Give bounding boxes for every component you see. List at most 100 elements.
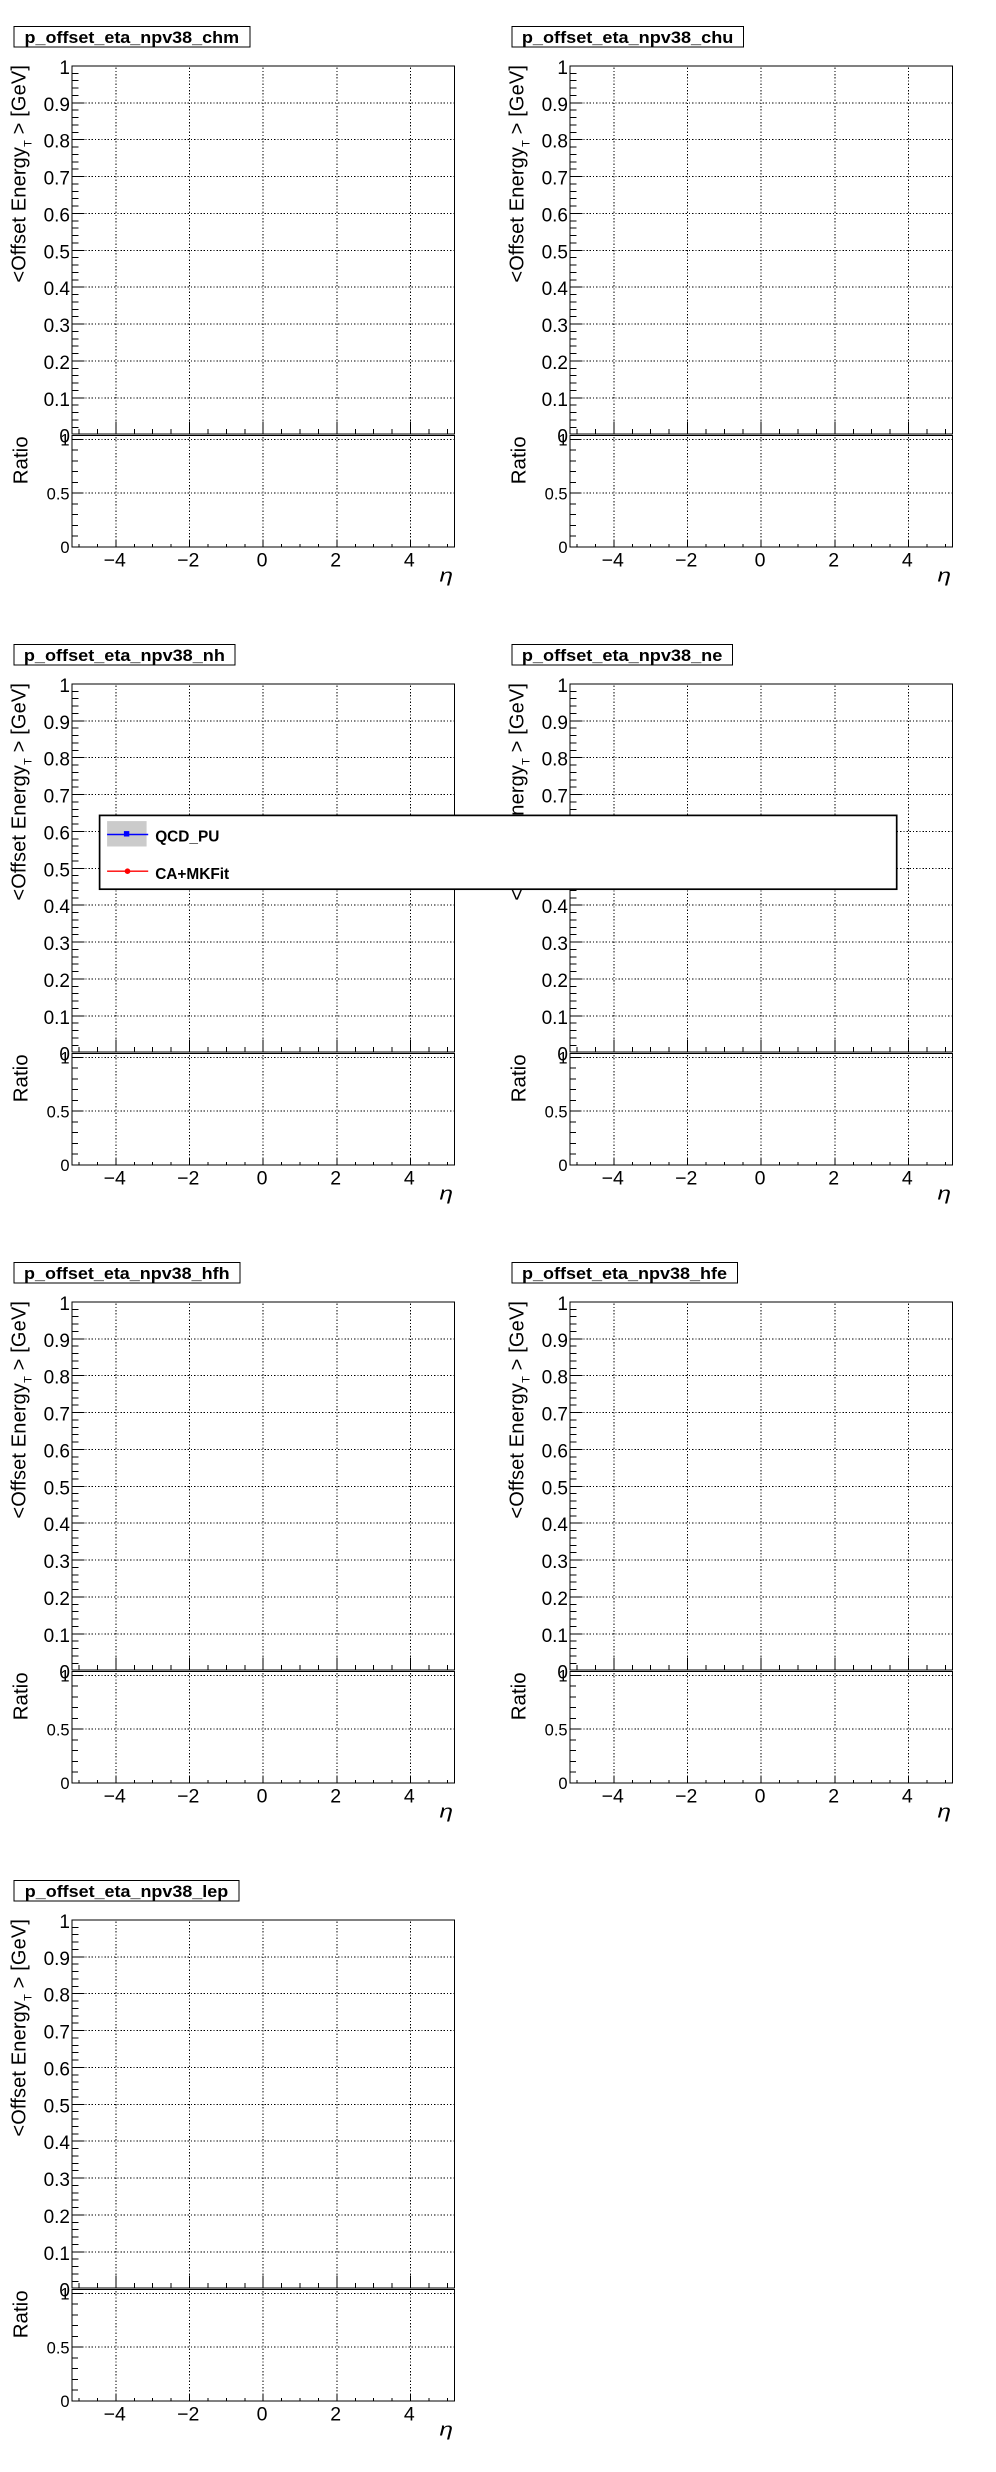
svg-text:0: 0 [558, 1775, 567, 1793]
svg-text:0: 0 [755, 1785, 766, 1807]
svg-text:−2: −2 [177, 1785, 199, 1807]
svg-text:0.3: 0.3 [44, 1552, 70, 1573]
svg-text:Ratio: Ratio [507, 436, 530, 484]
svg-text:η: η [938, 1801, 952, 1822]
svg-text:4: 4 [404, 2403, 415, 2425]
svg-text:0.7: 0.7 [542, 169, 568, 190]
svg-text:0.7: 0.7 [44, 787, 70, 808]
svg-text:0: 0 [59, 1663, 70, 1684]
svg-text:0.3: 0.3 [542, 316, 568, 337]
svg-text:1: 1 [60, 1050, 69, 1068]
svg-text:0.9: 0.9 [44, 1331, 70, 1352]
svg-text:η: η [938, 1183, 952, 1204]
svg-text:4: 4 [902, 1785, 913, 1807]
svg-text:0.4: 0.4 [44, 2133, 71, 2154]
svg-text:<Offset EnergyT > [GeV]: <Offset EnergyT > [GeV] [9, 683, 35, 901]
svg-text:Ratio: Ratio [9, 1054, 32, 1102]
svg-text:−4: −4 [104, 549, 126, 571]
svg-text:p_offset_eta_npv38_ne: p_offset_eta_npv38_ne [522, 646, 723, 665]
svg-text:2: 2 [828, 549, 839, 571]
svg-text:0.8: 0.8 [44, 132, 70, 153]
svg-text:2: 2 [330, 2403, 341, 2425]
svg-text:−4: −4 [104, 2403, 126, 2425]
svg-text:0: 0 [557, 1045, 568, 1066]
svg-text:1: 1 [59, 1294, 70, 1315]
svg-text:0.3: 0.3 [542, 934, 568, 955]
svg-text:Ratio: Ratio [9, 1672, 32, 1720]
svg-text:−2: −2 [177, 1167, 199, 1189]
svg-text:4: 4 [902, 1167, 913, 1189]
svg-text:η: η [440, 1183, 454, 1204]
svg-text:0.4: 0.4 [44, 279, 71, 300]
svg-text:<Offset EnergyT > [GeV]: <Offset EnergyT > [GeV] [507, 1301, 533, 1519]
svg-text:0.1: 0.1 [44, 390, 70, 411]
svg-text:1: 1 [59, 58, 70, 79]
svg-text:1: 1 [60, 2286, 69, 2304]
svg-text:0.5: 0.5 [47, 1103, 70, 1121]
svg-text:Ratio: Ratio [507, 1672, 530, 1720]
svg-text:2: 2 [828, 1785, 839, 1807]
svg-text:0: 0 [257, 1785, 268, 1807]
svg-text:0.6: 0.6 [542, 824, 568, 845]
svg-text:0.2: 0.2 [44, 1589, 70, 1610]
svg-text:0: 0 [257, 549, 268, 571]
svg-text:−2: −2 [177, 2403, 199, 2425]
svg-text:1: 1 [557, 676, 568, 697]
svg-text:0.7: 0.7 [44, 169, 70, 190]
svg-text:0.9: 0.9 [44, 1949, 70, 1970]
svg-text:0.2: 0.2 [542, 1589, 568, 1610]
svg-text:0: 0 [60, 1157, 69, 1175]
svg-text:−4: −4 [602, 549, 624, 571]
svg-text:0.1: 0.1 [542, 390, 568, 411]
svg-text:0: 0 [558, 539, 567, 557]
svg-text:1: 1 [557, 58, 568, 79]
svg-text:0: 0 [755, 549, 766, 571]
svg-text:−4: −4 [104, 1785, 126, 1807]
svg-text:2: 2 [330, 1167, 341, 1189]
svg-text:0.4: 0.4 [542, 897, 569, 918]
svg-text:0.5: 0.5 [47, 1721, 70, 1739]
svg-text:1: 1 [60, 1668, 69, 1686]
svg-text:0.5: 0.5 [44, 242, 70, 263]
svg-text:0.6: 0.6 [44, 1442, 70, 1463]
svg-text:0.3: 0.3 [542, 1552, 568, 1573]
svg-text:p_offset_eta_npv38_hfe: p_offset_eta_npv38_hfe [522, 1264, 727, 1283]
svg-text:p_offset_eta_npv38_hfh: p_offset_eta_npv38_hfh [24, 1264, 230, 1283]
svg-text:0.3: 0.3 [44, 316, 70, 337]
svg-text:0: 0 [257, 1167, 268, 1189]
svg-text:0.5: 0.5 [47, 485, 70, 503]
svg-text:0.5: 0.5 [542, 242, 568, 263]
svg-text:1: 1 [557, 1294, 568, 1315]
svg-text:0.2: 0.2 [44, 353, 70, 374]
svg-text:0.6: 0.6 [542, 206, 568, 227]
svg-text:η: η [440, 565, 454, 586]
svg-text:0: 0 [59, 1045, 70, 1066]
svg-text:0: 0 [755, 1167, 766, 1189]
svg-text:0.9: 0.9 [44, 95, 70, 116]
svg-text:−4: −4 [104, 1167, 126, 1189]
svg-text:2: 2 [330, 1785, 341, 1807]
svg-text:0.8: 0.8 [44, 1368, 70, 1389]
svg-text:<Offset EnergyT > [GeV]: <Offset EnergyT > [GeV] [507, 683, 533, 901]
svg-text:0.4: 0.4 [542, 1515, 569, 1536]
svg-text:4: 4 [404, 1167, 415, 1189]
svg-text:1: 1 [558, 1668, 567, 1686]
svg-text:η: η [440, 2419, 454, 2440]
svg-text:1: 1 [59, 676, 70, 697]
svg-text:0: 0 [59, 427, 70, 448]
svg-text:0: 0 [60, 2393, 69, 2411]
svg-text:0.6: 0.6 [44, 824, 70, 845]
svg-text:0.5: 0.5 [545, 1721, 568, 1739]
svg-text:0.6: 0.6 [44, 206, 70, 227]
svg-text:0.8: 0.8 [542, 750, 568, 771]
svg-text:0: 0 [557, 427, 568, 448]
svg-text:2: 2 [828, 1167, 839, 1189]
svg-text:0.3: 0.3 [44, 934, 70, 955]
svg-text:0.2: 0.2 [44, 2207, 70, 2228]
svg-text:0.5: 0.5 [542, 860, 568, 881]
svg-text:4: 4 [404, 549, 415, 571]
svg-text:2: 2 [330, 549, 341, 571]
svg-text:Ratio: Ratio [9, 2290, 32, 2338]
svg-text:0.5: 0.5 [545, 1103, 568, 1121]
svg-text:<Offset EnergyT > [GeV]: <Offset EnergyT > [GeV] [9, 1301, 35, 1519]
